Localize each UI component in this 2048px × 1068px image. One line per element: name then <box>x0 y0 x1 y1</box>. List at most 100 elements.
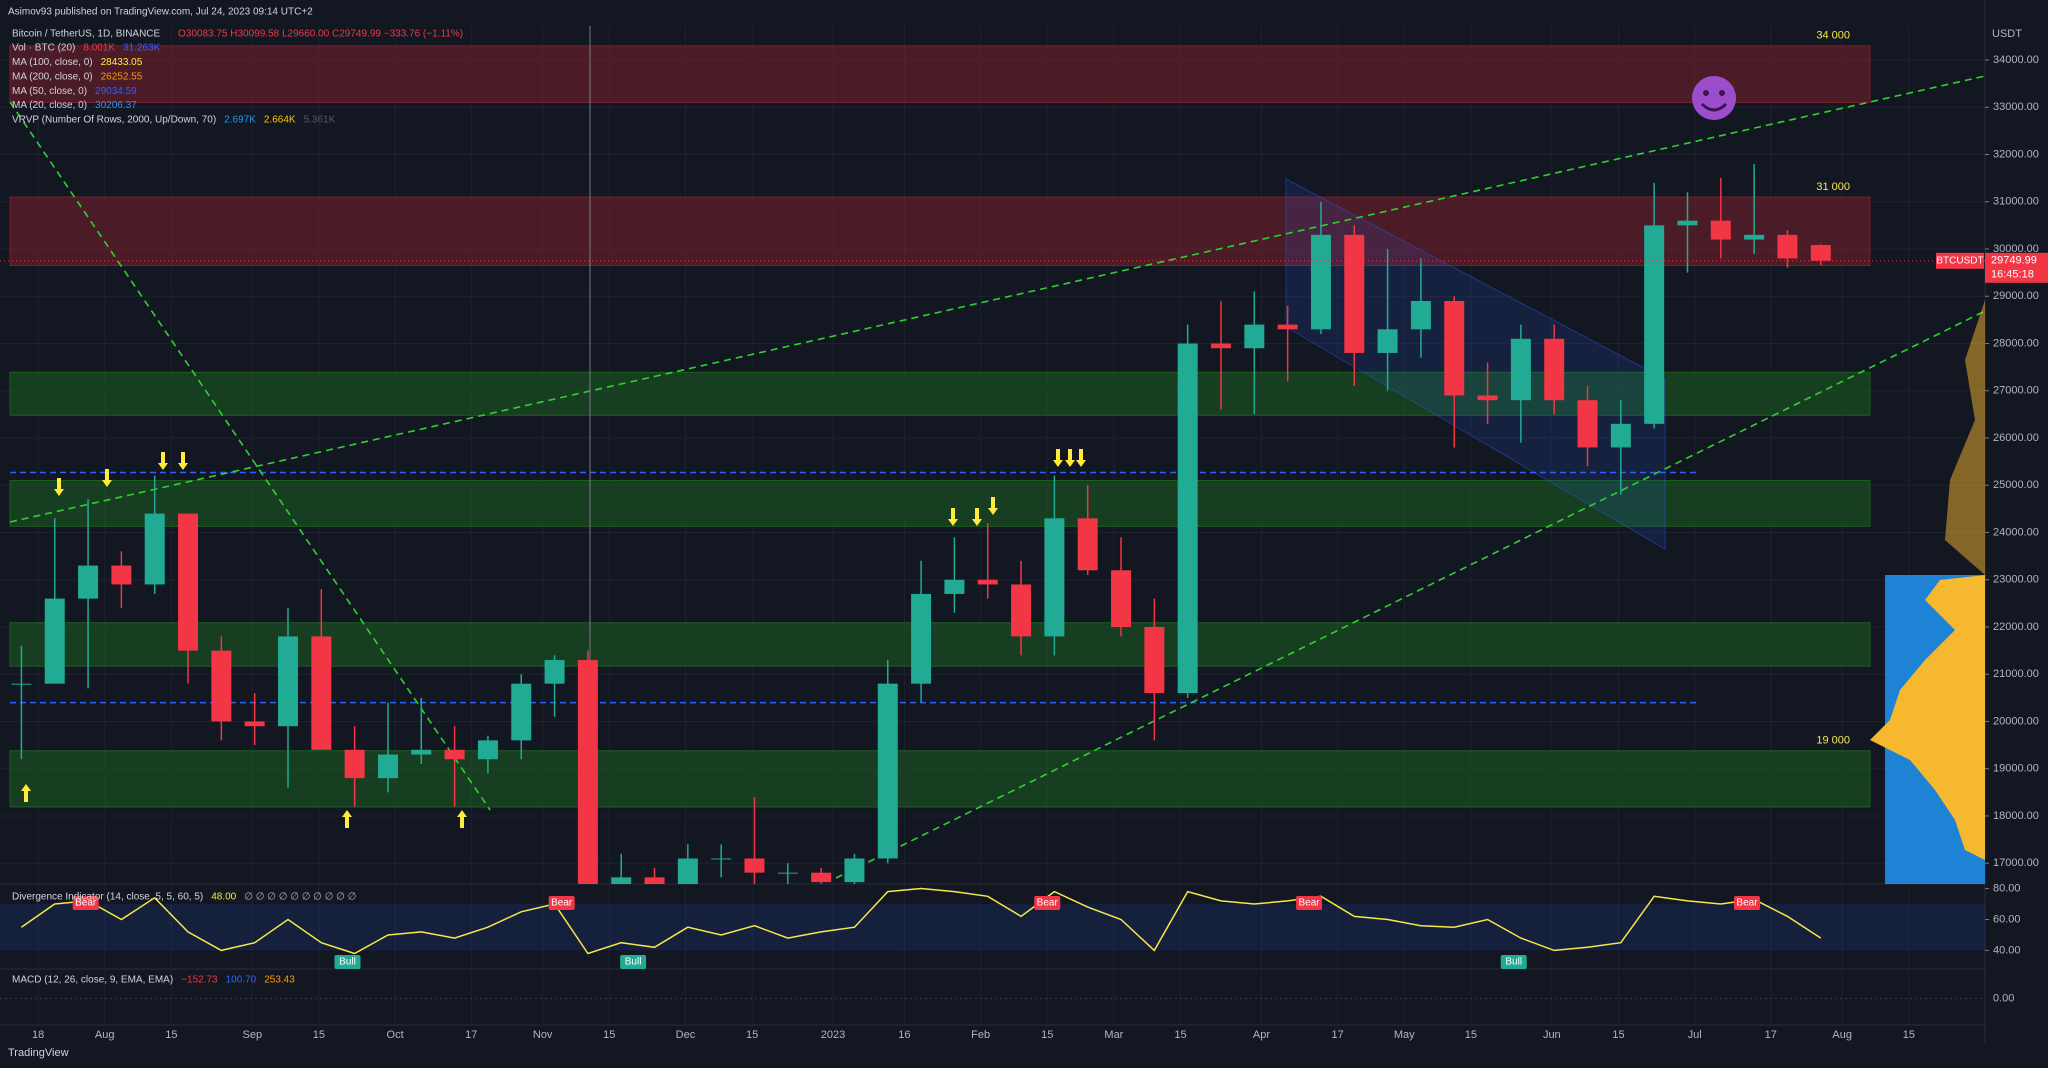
ohlc: O30083.75 H30099.58 L29660.00 C29749.99 … <box>178 29 463 40</box>
candle-body <box>477 740 498 760</box>
candle-body <box>944 579 965 594</box>
x-tick-label: Nov <box>533 1029 553 1041</box>
x-tick-label: 15 <box>746 1029 758 1041</box>
candle-body <box>1577 400 1598 448</box>
symbol: Bitcoin / TetherUS, 1D, BINANCE <box>12 29 161 40</box>
drawings <box>9 26 1985 884</box>
y-tick-label: 18000.00 <box>1993 810 2039 822</box>
x-tick-label: 15 <box>1903 1029 1915 1041</box>
candle-body <box>577 660 598 884</box>
zone-label: 31 000 <box>1816 181 1850 193</box>
signal-label: Bear <box>1037 898 1059 909</box>
x-tick-label: Oct <box>387 1029 404 1041</box>
candle-body <box>1344 234 1365 353</box>
trend-line <box>9 101 491 811</box>
x-tick-label: Feb <box>971 1029 990 1041</box>
indicator-value: 2.664K <box>264 115 296 126</box>
candle-body <box>644 877 665 884</box>
candle-body <box>44 598 65 684</box>
indicator-name: MA (20, close, 0) <box>12 100 87 111</box>
indicator-name: MA (100, close, 0) <box>12 57 93 68</box>
candle-body <box>611 877 632 884</box>
indicator-name: Vol · BTC (20) <box>12 43 75 54</box>
y-tick-label: 24000.00 <box>1993 526 2039 538</box>
arrow <box>54 478 64 496</box>
x-tick-label: Aug <box>95 1029 115 1041</box>
x-tick-label: 15 <box>1612 1029 1624 1041</box>
signal-label: Bull <box>339 957 356 968</box>
x-tick-label: 17 <box>1331 1029 1343 1041</box>
candle-body <box>444 749 465 760</box>
candle-body <box>377 754 398 779</box>
y-tick-label: 29000.00 <box>1993 290 2039 302</box>
pane-value: 100.70 <box>226 975 257 986</box>
x-tick-label: 18 <box>32 1029 44 1041</box>
candle-body <box>1677 220 1698 226</box>
zone-label: 19 000 <box>1816 735 1850 747</box>
candle-body <box>1510 338 1531 401</box>
emoji <box>1700 102 1728 112</box>
y-tick-label: 31000.00 <box>1993 196 2039 208</box>
signal-box <box>334 955 361 969</box>
emoji <box>1692 76 1736 120</box>
volume-profile <box>1945 300 1985 575</box>
y-tick-label: 21000.00 <box>1993 668 2039 680</box>
x-tick-label: Aug <box>1832 1029 1852 1041</box>
currency: USDT <box>1992 28 2022 40</box>
y-tick-label: 22000.00 <box>1993 621 2039 633</box>
candle-body <box>144 513 165 585</box>
arrow <box>948 508 958 526</box>
arrow <box>102 469 112 487</box>
indicator-name: MA (50, close, 0) <box>12 86 87 97</box>
indicator-value: 29034.59 <box>95 86 137 97</box>
zone <box>9 750 1871 808</box>
candle-body <box>111 565 132 585</box>
candles <box>11 163 1831 884</box>
indicator-value: 2.697K <box>224 115 256 126</box>
pane-value: 253.43 <box>264 975 295 986</box>
x-tick-label: Mar <box>1104 1029 1123 1041</box>
band <box>0 904 1985 951</box>
y-tick-label: 25000.00 <box>1993 479 2039 491</box>
candle-body <box>1410 300 1431 330</box>
arrow <box>21 784 31 802</box>
candle-body <box>1244 324 1265 349</box>
candle-body <box>277 636 298 727</box>
y-tick-label: 17000.00 <box>1993 857 2039 869</box>
candle-body <box>1144 626 1165 694</box>
candle-body <box>1810 245 1831 261</box>
x-tick-label: Apr <box>1253 1029 1270 1041</box>
zone <box>9 480 1871 527</box>
zone <box>9 196 1871 267</box>
indicator-value: 31.263K <box>123 43 161 54</box>
trend-line <box>9 75 1985 523</box>
y-tick-label: 30000.00 <box>1993 243 2039 255</box>
candle-body <box>211 650 232 722</box>
candle-body <box>1210 343 1231 349</box>
candle-body <box>1444 300 1465 396</box>
volume-profile <box>1870 575 1985 860</box>
signal-box <box>72 896 99 910</box>
pane-value: −152.73 <box>181 975 218 986</box>
arrow <box>1065 449 1075 467</box>
candle-body <box>1277 324 1298 330</box>
candle-body <box>1710 220 1731 240</box>
x-tick-label: 15 <box>1174 1029 1186 1041</box>
candle-body <box>78 565 99 599</box>
x-tick-label: 17 <box>465 1029 477 1041</box>
y-tick-label: 80.00 <box>1993 882 2021 894</box>
candle-body <box>777 872 798 874</box>
zone-label: 34 000 <box>1816 30 1850 42</box>
indicator-value: 30206.37 <box>95 100 137 111</box>
indicator-name: MA (200, close, 0) <box>12 71 93 82</box>
candle-body <box>1111 570 1132 627</box>
x-tick-label: Dec <box>676 1029 696 1041</box>
signal-box <box>1733 896 1760 910</box>
candle-body <box>1011 584 1032 637</box>
candle-body <box>811 872 832 883</box>
indicator-name: VRVP (Number Of Rows, 2000, Up/Down, 70) <box>12 115 216 126</box>
y-tick-label: 40.00 <box>1993 944 2021 956</box>
zone <box>9 45 1871 104</box>
